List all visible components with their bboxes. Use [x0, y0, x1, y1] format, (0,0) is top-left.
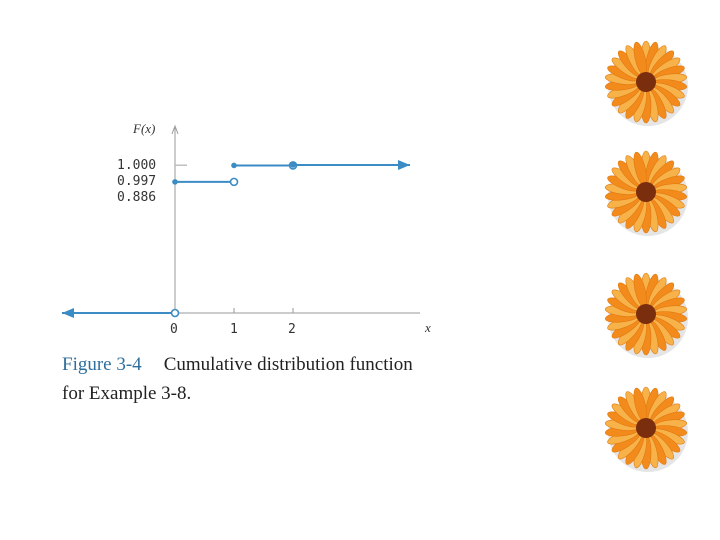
- x-axis-title: x: [424, 320, 431, 335]
- flower-center: [636, 72, 656, 92]
- flower-graphic: [604, 386, 688, 472]
- flower-center: [636, 304, 656, 324]
- y-tick-label: 1.000: [117, 158, 156, 173]
- open-point: [229, 177, 239, 187]
- flower-center: [636, 182, 656, 202]
- x-tick-label: 1: [230, 322, 238, 337]
- chart-axes: [62, 124, 420, 314]
- y-axis-arrow: [171, 124, 179, 135]
- flower-graphic: [604, 272, 688, 358]
- chart-ticks: [175, 164, 294, 313]
- flower-graphic: [604, 40, 688, 126]
- flower-icon: [600, 36, 692, 128]
- right-arrowhead: [398, 160, 410, 170]
- closed-point: [290, 162, 296, 168]
- closed-point: [172, 179, 178, 185]
- flower-center: [636, 418, 656, 438]
- chart-marks: [62, 160, 410, 318]
- figure-caption: Figure 3-4 Cumulative distribution functi…: [62, 350, 422, 408]
- figure-label: Figure 3-4: [62, 354, 142, 375]
- flower-graphic: [604, 150, 688, 236]
- flower-icon: [600, 146, 692, 238]
- flower-icon: [600, 268, 692, 360]
- x-tick-label: 2: [288, 322, 296, 337]
- left-arrowhead: [62, 308, 74, 318]
- y-tick-label: 0.997: [117, 174, 156, 189]
- caption-text: Cumulative distribution function for Exa…: [62, 354, 413, 404]
- y-tick-label: 0.886: [117, 190, 156, 205]
- x-tick-label: 0: [170, 322, 178, 337]
- closed-point: [231, 162, 237, 169]
- flower-icon: [600, 382, 692, 474]
- cdf-chart: F(x) x 1.000 0.997 0.886 0 1 2: [62, 121, 431, 337]
- open-point: [170, 308, 180, 318]
- y-axis-title: F(x): [132, 121, 155, 136]
